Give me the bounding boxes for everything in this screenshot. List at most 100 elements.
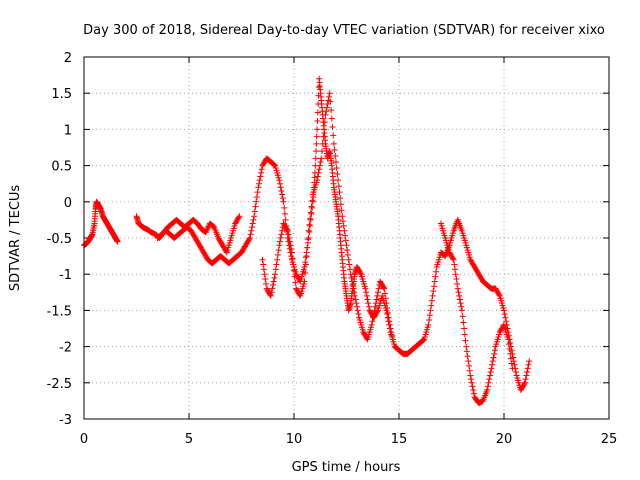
data-point xyxy=(375,285,382,292)
data-point xyxy=(468,376,475,383)
data-point xyxy=(506,346,513,353)
data-point xyxy=(279,195,286,202)
data-point xyxy=(284,227,291,234)
marks-layer xyxy=(81,75,533,407)
data-point xyxy=(389,336,396,343)
data-point xyxy=(503,318,510,325)
data-point xyxy=(524,365,531,372)
data-point xyxy=(433,268,440,275)
data-point xyxy=(322,111,329,118)
data-point xyxy=(308,210,315,217)
data-point xyxy=(352,296,359,303)
data-point xyxy=(252,203,259,210)
data-point xyxy=(469,383,476,390)
data-point xyxy=(276,177,283,184)
y-tick-label: -2.5 xyxy=(47,377,72,392)
data-point xyxy=(485,379,492,386)
data-point xyxy=(341,227,348,234)
data-point xyxy=(306,228,313,235)
y-tick-label: -2 xyxy=(59,341,72,356)
data-point xyxy=(425,321,432,328)
data-point xyxy=(507,350,514,357)
data-point xyxy=(372,303,379,310)
data-point xyxy=(463,343,470,350)
data-point xyxy=(316,162,323,169)
y-tick-label: -1.5 xyxy=(47,304,72,319)
data-point xyxy=(523,372,530,379)
data-point xyxy=(428,302,435,309)
data-point xyxy=(246,235,253,241)
data-point xyxy=(432,273,439,280)
data-point xyxy=(470,387,477,394)
data-point xyxy=(345,256,352,263)
data-point xyxy=(337,201,344,208)
data-point xyxy=(326,93,332,100)
data-point xyxy=(375,289,381,296)
data-point xyxy=(502,314,509,321)
data-point xyxy=(318,155,325,162)
data-point xyxy=(314,126,321,133)
data-point xyxy=(339,213,346,220)
data-point xyxy=(491,347,498,354)
data-point xyxy=(382,290,388,297)
data-point xyxy=(491,350,498,357)
data-point xyxy=(270,278,277,285)
data-point xyxy=(459,313,466,320)
data-point xyxy=(526,358,533,365)
data-point xyxy=(302,261,309,268)
data-point xyxy=(370,311,377,318)
data-point xyxy=(328,107,335,114)
data-point xyxy=(255,184,262,191)
data-point xyxy=(333,158,339,165)
grid-layer xyxy=(84,57,609,419)
data-point xyxy=(248,227,255,234)
data-point xyxy=(335,177,342,184)
data-point xyxy=(275,247,282,254)
data-point xyxy=(277,184,284,191)
data-point xyxy=(346,261,353,268)
data-point xyxy=(426,317,433,324)
data-point xyxy=(470,390,477,397)
data-point xyxy=(466,367,473,374)
data-point xyxy=(274,256,281,263)
data-point xyxy=(521,381,528,388)
data-point xyxy=(272,271,279,278)
data-point xyxy=(256,180,262,187)
plot-frame xyxy=(83,56,610,420)
data-point xyxy=(271,274,278,281)
data-point xyxy=(314,109,321,116)
data-point xyxy=(279,191,286,198)
data-point xyxy=(304,244,311,251)
data-point xyxy=(454,280,461,287)
data-point xyxy=(286,235,293,241)
data-point xyxy=(449,255,456,262)
data-point xyxy=(314,173,321,180)
data-point xyxy=(329,123,336,130)
data-point xyxy=(342,232,349,239)
data-point xyxy=(320,133,327,140)
data-point xyxy=(249,220,256,227)
data-point xyxy=(258,166,265,173)
data-point xyxy=(296,277,303,284)
data-point xyxy=(314,117,321,124)
data-point xyxy=(282,216,289,223)
data-point xyxy=(507,339,514,346)
data-point xyxy=(323,104,330,111)
series-seg-b xyxy=(133,213,243,256)
data-point xyxy=(456,296,463,303)
series-seg-c xyxy=(154,75,533,394)
data-point xyxy=(431,283,437,290)
data-point xyxy=(496,291,503,298)
data-point xyxy=(508,355,514,362)
data-point xyxy=(385,314,392,321)
data-point xyxy=(353,300,360,307)
data-point xyxy=(286,238,293,245)
data-point xyxy=(276,242,283,249)
data-point xyxy=(450,256,457,263)
data-point xyxy=(454,285,461,292)
data-point xyxy=(251,208,258,215)
data-point xyxy=(316,166,323,173)
data-point xyxy=(452,271,459,278)
data-point xyxy=(489,361,496,368)
data-point xyxy=(342,237,349,244)
